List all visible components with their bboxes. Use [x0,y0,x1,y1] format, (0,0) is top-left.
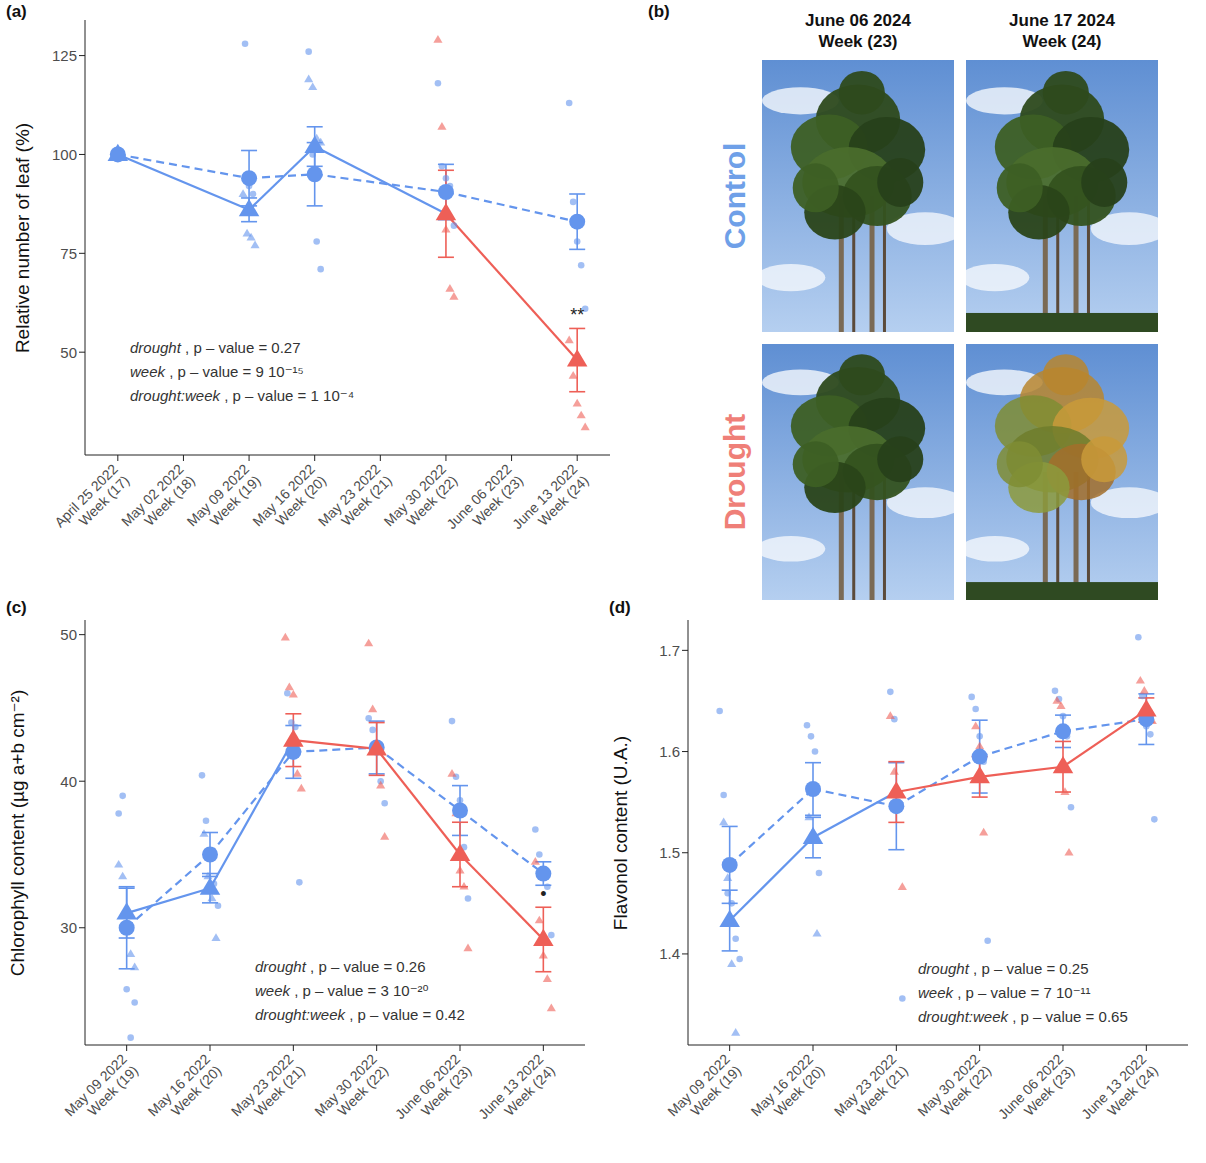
svg-text:100: 100 [52,146,77,163]
svg-text:May 23 2022Week (21): May 23 2022Week (21) [228,1051,308,1131]
html-text:Drought: Drought [718,413,751,531]
html-text:(a): (a) [6,2,27,21]
svg-text:1.5: 1.5 [659,844,680,861]
svg-text:1.4: 1.4 [659,945,680,962]
svg-text:May 23 2022Week (21): May 23 2022Week (21) [831,1051,911,1131]
svg-text:**: ** [570,305,584,325]
svg-text:May 30 2022Week (22): May 30 2022Week (22) [380,461,460,541]
svg-text:50: 50 [60,344,77,361]
svg-text:June 13 2022Week (24): June 13 2022Week (24) [1078,1051,1161,1134]
svg-text:May 30 2022Week (22): May 30 2022Week (22) [311,1051,391,1131]
html-text:drought:week, p – value = 0.42: drought:week, p – value = 0.42 [255,1006,465,1023]
svg-text:June 13 2022Week (24): June 13 2022Week (24) [509,461,592,544]
html-text:Week (23): Week (23) [818,32,898,51]
svg-text:June 13 2022Week (24): June 13 2022Week (24) [475,1051,558,1134]
svg-text:May 30 2022Week (22): May 30 2022Week (22) [914,1051,994,1131]
svg-text:75: 75 [60,245,77,262]
svg-text:June 06 2022Week (23): June 06 2022Week (23) [995,1051,1078,1134]
svg-text:May 09 2022Week (19): May 09 2022Week (19) [184,461,264,541]
html-text:Week (24): Week (24) [1022,32,1102,51]
svg-text:May 16 2022Week (20): May 16 2022Week (20) [145,1051,225,1131]
svg-text:40: 40 [60,773,77,790]
html-text:(b): (b) [648,2,670,21]
html-text:drought:week, p – value = 0.65: drought:week, p – value = 0.65 [918,1008,1128,1025]
svg-text:May 02 2022Week (18): May 02 2022Week (18) [118,461,198,541]
html-text:Relative number of leaf (%): Relative number of leaf (%) [12,122,33,353]
html-text:drought:week, p – value = 1 10: drought:week, p – value = 1 10⁻⁴ [130,387,355,404]
html-text:drought, p – value = 0.25: drought, p – value = 0.25 [918,960,1089,977]
html-text:Control: Control [718,142,751,250]
svg-text:June 06 2022Week (23): June 06 2022Week (23) [443,461,526,544]
html-text:week, p – value = 9 10⁻¹⁵: week, p – value = 9 10⁻¹⁵ [130,363,304,380]
svg-text:May 09 2022Week (19): May 09 2022Week (19) [61,1051,141,1131]
svg-text:50: 50 [60,626,77,643]
svg-text:1.7: 1.7 [659,642,680,659]
html-text:(d): (d) [609,598,631,617]
html-text:June 06 2024: June 06 2024 [805,11,911,30]
svg-text:May 16 2022Week (20): May 16 2022Week (20) [249,461,329,541]
html-text:drought, p – value = 0.26: drought, p – value = 0.26 [255,958,426,975]
svg-text:•: • [540,884,546,904]
svg-text:June 06 2022Week (23): June 06 2022Week (23) [392,1051,475,1134]
html-text:(c): (c) [6,598,27,617]
svg-text:30: 30 [60,919,77,936]
html-text:week, p – value = 3 10⁻²⁰: week, p – value = 3 10⁻²⁰ [255,982,429,999]
svg-text:May 23 2022Week (21): May 23 2022Week (21) [315,461,395,541]
html-text:Chlorophyll content (µg a+b cm: Chlorophyll content (µg a+b cm⁻²) [7,689,28,976]
svg-text:1.6: 1.6 [659,743,680,760]
html-text:week, p – value = 7 10⁻¹¹: week, p – value = 7 10⁻¹¹ [918,984,1091,1001]
html-text:drought, p – value = 0.27: drought, p – value = 0.27 [130,339,301,356]
svg-text:May 09 2022Week (19): May 09 2022Week (19) [664,1051,744,1131]
svg-text:April 25 2022Week (17): April 25 2022Week (17) [51,461,132,542]
html-text:June 17 2024: June 17 2024 [1009,11,1115,30]
svg-text:125: 125 [52,47,77,64]
html-text:Flavonol content (U.A.): Flavonol content (U.A.) [610,735,631,930]
svg-text:May 16 2022Week (20): May 16 2022Week (20) [748,1051,828,1131]
